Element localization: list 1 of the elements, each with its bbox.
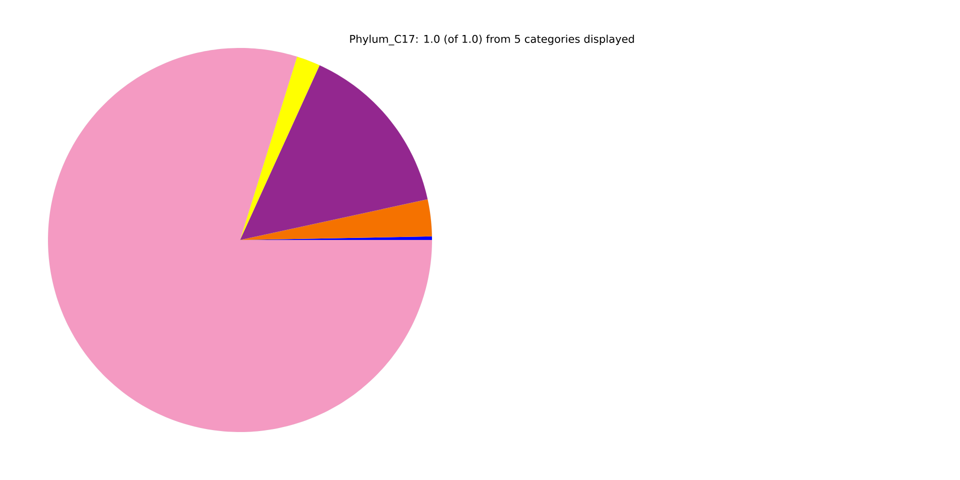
text: Phylum_C17: 1.0 (of 1.0) from 5 categories displayed — [350, 34, 634, 46]
